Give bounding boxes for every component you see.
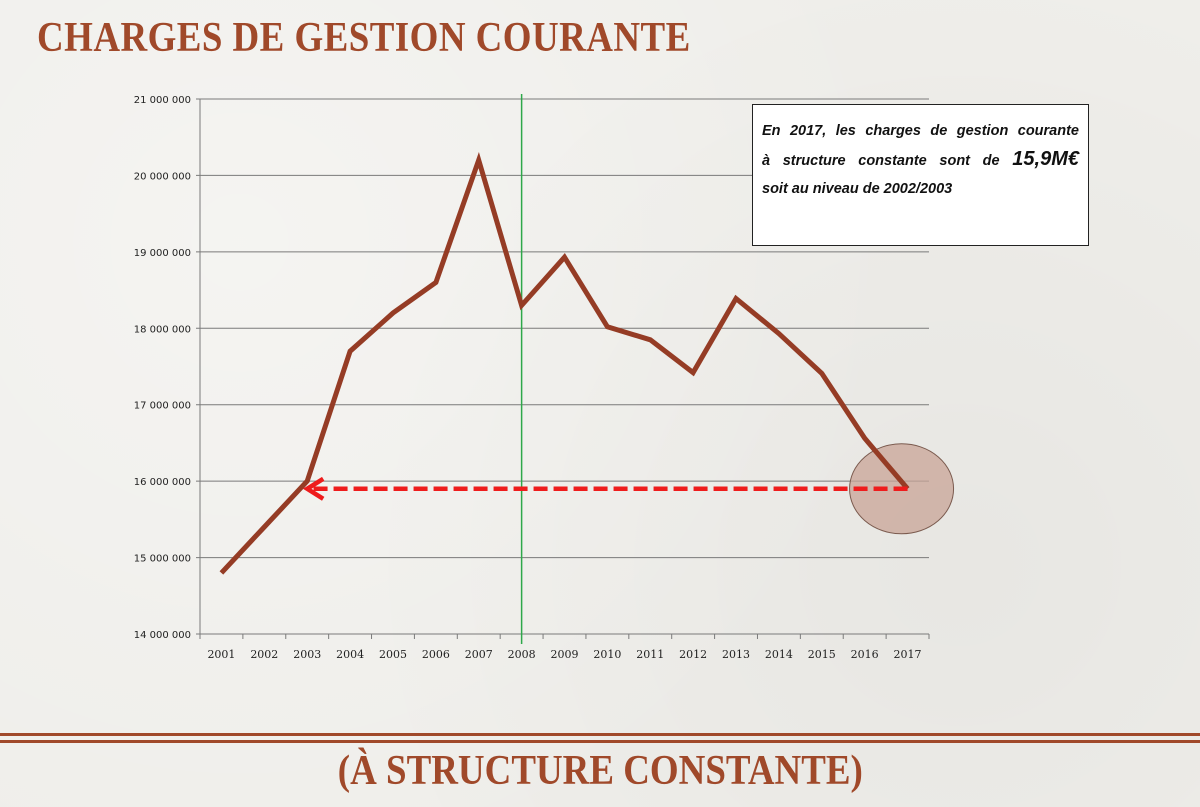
- y-tick-label: 15 000 000: [134, 554, 191, 565]
- arrow-head: [302, 476, 325, 501]
- annotation-box: En 2017, les charges de gestion courante…: [752, 104, 1089, 246]
- slide-title: CHARGES DE GESTION COURANTE: [37, 15, 691, 61]
- x-tick-label: 2011: [636, 648, 664, 661]
- y-tick-label: 16 000 000: [134, 477, 191, 488]
- y-tick-label: 20 000 000: [134, 171, 191, 182]
- y-tick-label: 19 000 000: [134, 248, 191, 259]
- y-tick-label: 14 000 000: [134, 630, 191, 641]
- x-tick-label: 2010: [593, 648, 621, 661]
- x-tick-label: 2008: [508, 648, 536, 661]
- x-tick-label: 2002: [250, 648, 278, 661]
- divider-line-bottom: [0, 740, 1200, 743]
- axes: [199, 99, 930, 639]
- x-tick-label: 2007: [465, 648, 493, 661]
- x-tick-label: 2014: [765, 648, 793, 661]
- x-tick-label: 2012: [679, 648, 707, 661]
- x-axis-ticks: 2001 2002 2003 2004 2005 2006 2007 2008 2009 2010…: [207, 648, 921, 661]
- y-axis-ticks: 14 000 000 15 000 000 16 000 000 17 000 000…: [134, 95, 191, 641]
- arrow: [302, 476, 908, 501]
- x-tick-label: 2016: [851, 648, 879, 661]
- annotation-line-2-prefix: à structure constante sont de: [762, 153, 1000, 169]
- annotation-line-2: à structure constante sont de 15,9M€: [762, 145, 1079, 175]
- x-tick-label: 2004: [336, 648, 364, 661]
- y-tick-label: 21 000 000: [134, 95, 191, 106]
- slide-subtitle: (À STRUCTURE CONSTANTE): [0, 747, 1200, 795]
- x-tick-label: 2015: [808, 648, 836, 661]
- x-tick-label: 2005: [379, 648, 407, 661]
- y-tick-label: 18 000 000: [134, 324, 191, 335]
- x-tick-label: 2001: [207, 648, 235, 661]
- annotation-line-3: soit au niveau de 2002/2003: [762, 181, 953, 197]
- x-tick-label: 2013: [722, 648, 750, 661]
- annotation-line-1: En 2017, les charges de gestion courante: [762, 123, 1079, 139]
- line-chart: 14 000 000 15 000 000 16 000 000 17 000 000…: [134, 94, 955, 661]
- annotation-value: 15,9M€: [1012, 148, 1079, 170]
- divider-line-top: [0, 733, 1200, 736]
- y-tick-label: 17 000 000: [134, 401, 191, 412]
- x-tick-label: 2017: [894, 648, 922, 661]
- x-tick-label: 2006: [422, 648, 450, 661]
- slide-subtitle-text: (À STRUCTURE CONSTANTE): [337, 748, 863, 794]
- x-tick-label: 2003: [293, 648, 321, 661]
- x-tick-label: 2009: [551, 648, 579, 661]
